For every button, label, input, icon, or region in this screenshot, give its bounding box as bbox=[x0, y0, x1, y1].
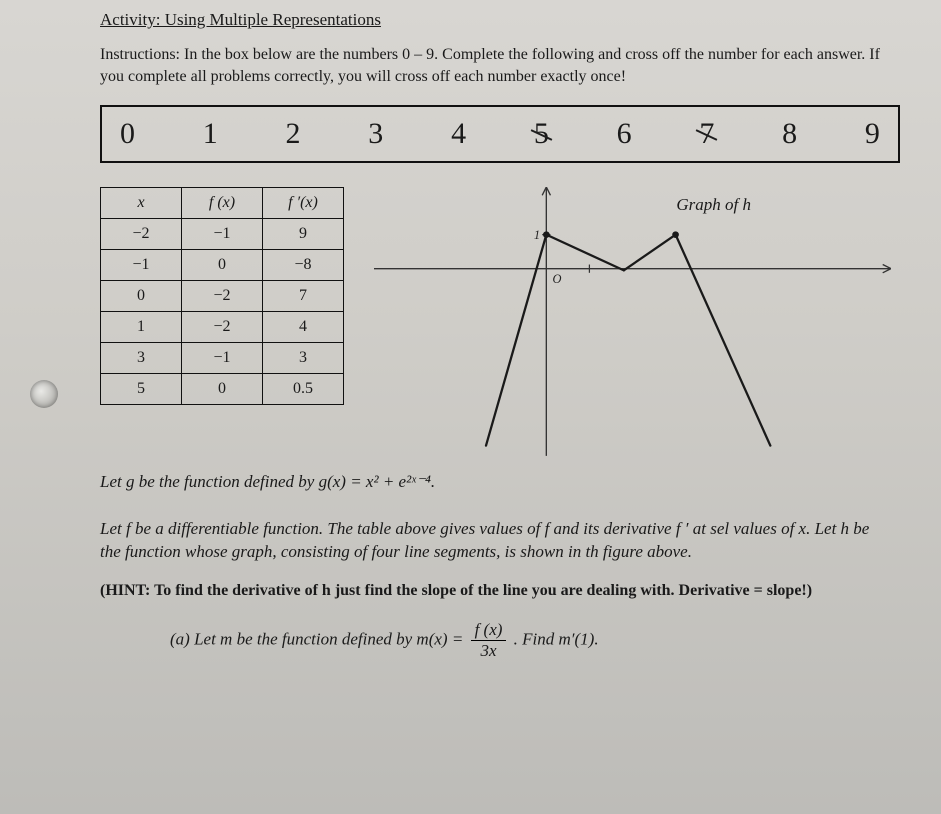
values-table: x f (x) f ′(x) −2−19−10−80−271−243−13500… bbox=[100, 187, 344, 405]
table-cell: 0 bbox=[182, 374, 263, 405]
crossoff-number: 7 bbox=[699, 117, 714, 151]
fraction-den: 3x bbox=[471, 641, 507, 661]
instructions-text: Instructions: In the box below are the n… bbox=[100, 44, 891, 87]
table-cell: 0 bbox=[182, 250, 263, 281]
table-cell: 3 bbox=[263, 343, 344, 374]
hint-text: (HINT: To find the derivative of h just … bbox=[100, 582, 891, 600]
table-row: 3−13 bbox=[101, 343, 344, 374]
table-cell: −1 bbox=[182, 343, 263, 374]
fraction: f (x) 3x bbox=[471, 620, 507, 661]
table-cell: 1 bbox=[101, 312, 182, 343]
table-head-x: x bbox=[101, 188, 182, 219]
punch-hole bbox=[30, 380, 58, 408]
crossoff-number: 6 bbox=[617, 117, 632, 151]
table-cell: 0 bbox=[101, 281, 182, 312]
table-row: 1−24 bbox=[101, 312, 344, 343]
part-a-tail: . Find m′(1). bbox=[514, 629, 599, 648]
table-cell: 3 bbox=[101, 343, 182, 374]
table-cell: 5 bbox=[101, 374, 182, 405]
part-a-lead: (a) Let m be the function defined by m(x… bbox=[170, 629, 468, 648]
graph-of-h: Graph of h 1O bbox=[374, 187, 891, 447]
table-head-f: f (x) bbox=[182, 188, 263, 219]
let-g-paragraph: Let g be the function defined by g(x) = … bbox=[100, 471, 891, 494]
table-head-fp: f ′(x) bbox=[263, 188, 344, 219]
table-row: 500.5 bbox=[101, 374, 344, 405]
let-f-paragraph: Let f be a differentiable function. The … bbox=[100, 518, 891, 564]
table-cell: 7 bbox=[263, 281, 344, 312]
table-cell: −2 bbox=[101, 219, 182, 250]
answer-number-box: 0 1 2 3 4 5 6 7 8 9 bbox=[100, 105, 900, 163]
crossoff-number: 2 bbox=[286, 117, 301, 151]
table-row: 0−27 bbox=[101, 281, 344, 312]
table-row: −2−19 bbox=[101, 219, 344, 250]
crossoff-number: 1 bbox=[203, 117, 218, 151]
table-cell: 9 bbox=[263, 219, 344, 250]
crossoff-number: 5 bbox=[534, 117, 549, 151]
crossoff-number: 9 bbox=[865, 117, 880, 151]
table-cell: −1 bbox=[182, 219, 263, 250]
table-cell: 0.5 bbox=[263, 374, 344, 405]
part-a: (a) Let m be the function defined by m(x… bbox=[100, 620, 891, 661]
activity-title: Activity: Using Multiple Representations bbox=[100, 10, 891, 30]
crossoff-number: 8 bbox=[782, 117, 797, 151]
crossoff-number: 4 bbox=[451, 117, 466, 151]
table-cell: −2 bbox=[182, 281, 263, 312]
svg-text:O: O bbox=[553, 272, 562, 286]
crossoff-number: 0 bbox=[120, 117, 135, 151]
crossoff-number: 3 bbox=[368, 117, 383, 151]
table-cell: 4 bbox=[263, 312, 344, 343]
svg-text:1: 1 bbox=[534, 228, 540, 242]
table-cell: −2 bbox=[182, 312, 263, 343]
table-cell: −8 bbox=[263, 250, 344, 281]
table-row: −10−8 bbox=[101, 250, 344, 281]
table-cell: −1 bbox=[101, 250, 182, 281]
graph-svg: 1O bbox=[374, 187, 891, 456]
fraction-num: f (x) bbox=[471, 620, 507, 641]
